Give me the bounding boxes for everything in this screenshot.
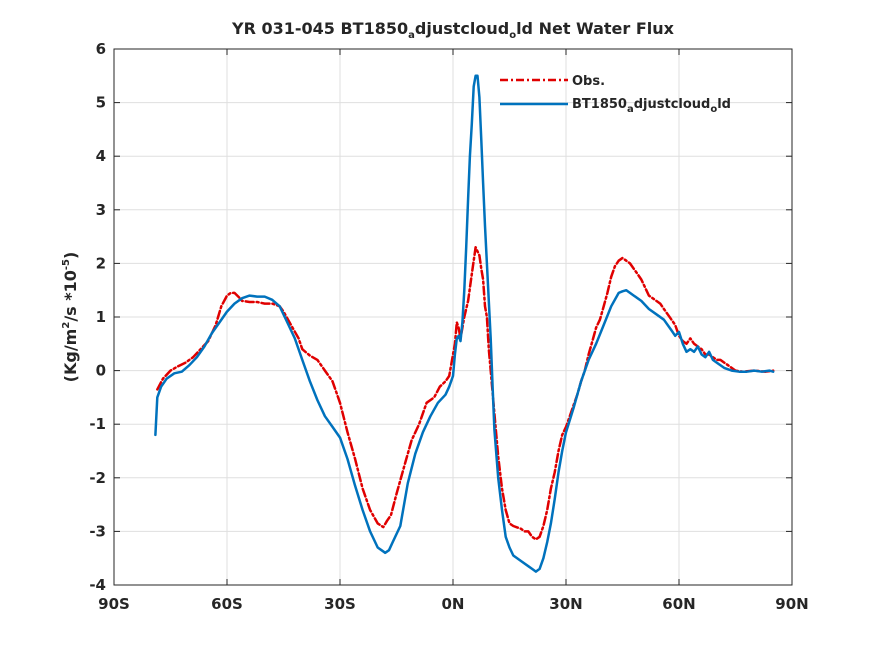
y-tick-label: 2 xyxy=(96,254,106,272)
x-tick-label: 60N xyxy=(662,595,695,613)
series-line-model xyxy=(154,74,775,573)
x-tick-label: 60S xyxy=(211,595,243,613)
x-tick-label: 30N xyxy=(549,595,582,613)
legend-label-obs: Obs. xyxy=(572,74,605,89)
x-tick-label: 90N xyxy=(775,595,808,613)
legend-label-model: BT1850adjustcloudold xyxy=(572,97,731,115)
y-tick-label: -3 xyxy=(89,522,106,540)
y-tick-label: -2 xyxy=(89,469,106,487)
y-tick-label: 5 xyxy=(96,94,106,112)
y-tick-label: 3 xyxy=(96,201,106,219)
series-line-obs xyxy=(156,246,775,541)
y-tick-label: 6 xyxy=(96,40,106,58)
x-tick-label: 0N xyxy=(442,595,465,613)
y-tick-label: 0 xyxy=(96,362,106,380)
x-tick-label: 90S xyxy=(98,595,130,613)
chart-title: YR 031-045 BT1850adjustcloudold Net Wate… xyxy=(231,19,675,41)
y-tick-label: -4 xyxy=(89,576,106,594)
y-tick-label: 4 xyxy=(96,147,106,165)
y-tick-label: -1 xyxy=(89,415,106,433)
x-tick-label: 30S xyxy=(324,595,356,613)
y-tick-label: 1 xyxy=(96,308,106,326)
plot-lines xyxy=(154,74,775,573)
axis-ticks: 90S 60S 30S 0N 30N 60N 90N -4 -3 -2 -1 0 1 2 3 4 5 6 xyxy=(89,40,808,613)
legend: Obs. BT1850adjustcloudold xyxy=(500,74,731,115)
y-axis-label: (Kg/m2/s *10-5) xyxy=(61,252,80,383)
